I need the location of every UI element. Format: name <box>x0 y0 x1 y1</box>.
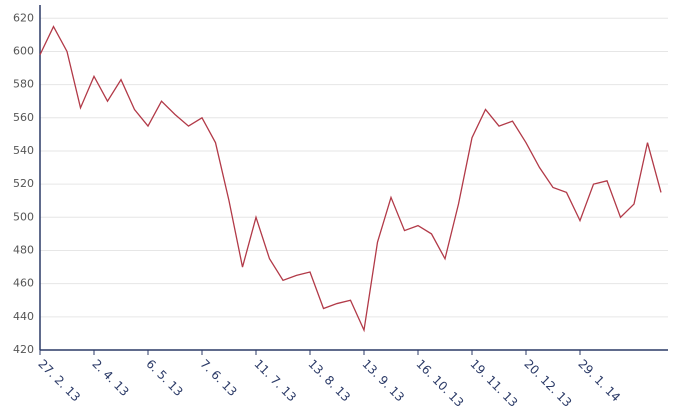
y-tick-label: 440 <box>13 310 34 323</box>
y-tick-label: 600 <box>13 44 34 57</box>
y-tick-label: 560 <box>13 111 34 124</box>
y-tick-label: 420 <box>13 343 34 356</box>
x-tick-label: 20. 12. 13 <box>521 357 574 410</box>
x-tick-label: 2. 4. 13 <box>89 357 131 399</box>
y-tick-label: 480 <box>13 243 34 256</box>
y-tick-label: 620 <box>13 11 34 24</box>
x-tick-label: 7. 6. 13 <box>197 357 239 399</box>
x-tick-label: 16. 10. 13 <box>413 357 466 410</box>
x-tick-label: 19. 11. 13 <box>467 357 520 410</box>
x-tick-label: 11. 7. 13 <box>251 357 299 405</box>
y-tick-label: 520 <box>13 177 34 190</box>
y-tick-label: 500 <box>13 210 34 223</box>
y-tick-label: 540 <box>13 144 34 157</box>
x-tick-label: 13. 8. 13 <box>305 357 353 405</box>
x-tick-label: 29. 1. 14 <box>575 357 623 405</box>
x-tick-label: 6. 5. 13 <box>143 357 185 399</box>
y-tick-label: 460 <box>13 277 34 290</box>
y-tick-label: 580 <box>13 78 34 91</box>
line-series <box>39 25 662 333</box>
x-tick-label: 27. 2. 13 <box>35 357 83 405</box>
x-tick-label: 13. 9. 13 <box>359 357 407 405</box>
